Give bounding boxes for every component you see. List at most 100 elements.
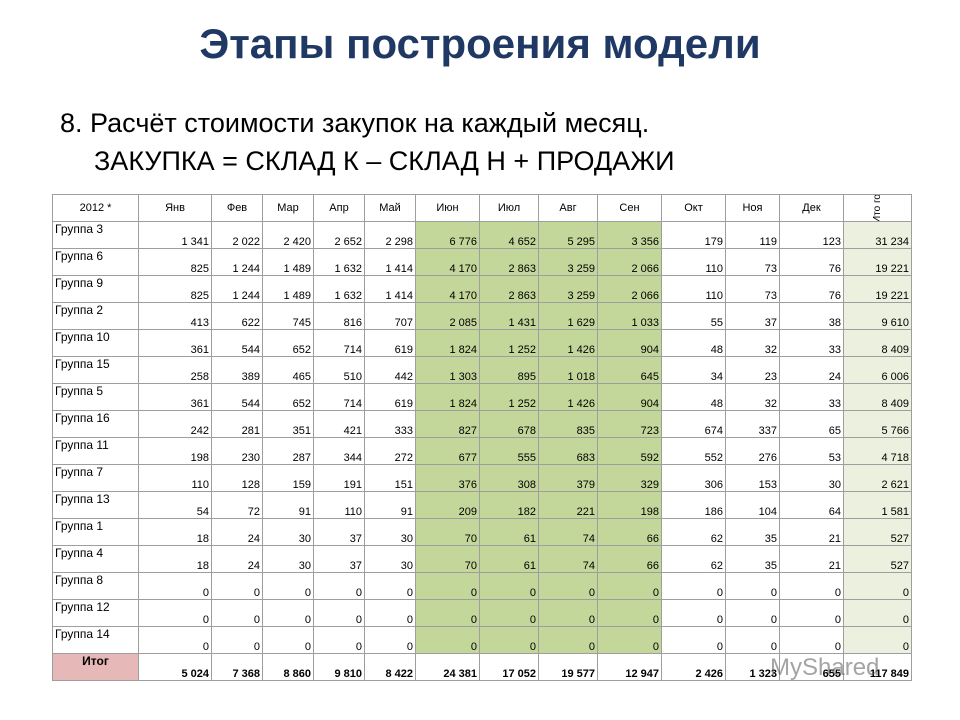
month-value: 76 — [779, 248, 844, 276]
month-value: 1 018 — [538, 356, 598, 384]
month-value: 0 — [364, 626, 416, 654]
month-value: 1 303 — [415, 356, 480, 384]
row-total: 6 006 — [843, 356, 912, 384]
month-value: 1 341 — [138, 221, 212, 249]
month-value: 12 947 — [597, 653, 662, 681]
month-value: 0 — [211, 626, 263, 654]
month-value: 91 — [364, 491, 416, 519]
month-value: 904 — [597, 329, 662, 357]
total-header: Ито го — [843, 194, 912, 222]
month-value: 30 — [262, 545, 314, 573]
subtitle-line-2: ЗАКУПКА = СКЛАД К – СКЛАД Н + ПРОДАЖИ — [94, 146, 675, 176]
month-header: Фев — [211, 194, 263, 222]
month-value: 64 — [779, 491, 844, 519]
month-value: 1 244 — [211, 275, 263, 303]
month-value: 0 — [262, 626, 314, 654]
month-value: 0 — [597, 572, 662, 600]
month-value: 272 — [364, 437, 416, 465]
month-value: 544 — [211, 329, 263, 357]
month-value: 153 — [725, 464, 780, 492]
month-value: 1 632 — [313, 248, 365, 276]
month-value: 48 — [661, 329, 726, 357]
month-value: 33 — [779, 383, 844, 411]
table-row: Группа 11 198 230 287 344 272 677 555 683 592 552 2… — [52, 437, 912, 465]
group-name: Итог — [52, 653, 139, 681]
month-value: 674 — [661, 410, 726, 438]
month-value: 0 — [661, 626, 726, 654]
month-value: 0 — [597, 626, 662, 654]
month-value: 24 — [779, 356, 844, 384]
month-value: 0 — [725, 626, 780, 654]
watermark: MyShared — [770, 654, 880, 681]
month-value: 24 — [211, 545, 263, 573]
month-value: 1 033 — [597, 302, 662, 330]
month-value: 825 — [138, 275, 212, 303]
month-value: 35 — [725, 545, 780, 573]
month-value: 592 — [597, 437, 662, 465]
month-value: 714 — [313, 383, 365, 411]
group-name: Группа 3 — [52, 221, 139, 249]
month-value: 2 066 — [597, 275, 662, 303]
month-value: 0 — [211, 572, 263, 600]
month-header: Июн — [415, 194, 480, 222]
group-name: Группа 5 — [52, 383, 139, 411]
month-value: 1 824 — [415, 329, 480, 357]
row-total: 0 — [843, 572, 912, 600]
month-value: 198 — [597, 491, 662, 519]
month-value: 413 — [138, 302, 212, 330]
month-value: 128 — [211, 464, 263, 492]
month-value: 904 — [597, 383, 662, 411]
month-value: 182 — [479, 491, 539, 519]
month-value: 1 629 — [538, 302, 598, 330]
month-value: 104 — [725, 491, 780, 519]
month-value: 622 — [211, 302, 263, 330]
month-value: 9 810 — [313, 653, 365, 681]
month-value: 151 — [364, 464, 416, 492]
month-value: 745 — [262, 302, 314, 330]
group-name: Группа 16 — [52, 410, 139, 438]
group-name: Группа 11 — [52, 437, 139, 465]
group-name: Группа 9 — [52, 275, 139, 303]
table-row: Группа 1 18 24 30 37 30 70 61 74 66 62 35 21 527 — [52, 518, 912, 546]
month-header: Май — [364, 194, 416, 222]
slide-title: Этапы построения модели — [199, 20, 761, 67]
month-value: 30 — [779, 464, 844, 492]
month-value: 1 414 — [364, 275, 416, 303]
row-total: 9 610 — [843, 302, 912, 330]
month-value: 707 — [364, 302, 416, 330]
month-value: 1 244 — [211, 248, 263, 276]
month-value: 552 — [661, 437, 726, 465]
row-total: 8 409 — [843, 383, 912, 411]
subtitle: 8. Расчёт стоимости закупок на каждый ме… — [60, 104, 675, 180]
row-total: 0 — [843, 599, 912, 627]
month-value: 242 — [138, 410, 212, 438]
month-value: 544 — [211, 383, 263, 411]
month-value: 23 — [725, 356, 780, 384]
month-value: 38 — [779, 302, 844, 330]
table-header-row: 2012 * Янв Фев Мар Апр Май Июн Июл Авг С… — [52, 194, 912, 222]
month-value: 30 — [262, 518, 314, 546]
table-row: Группа 14 0 0 0 0 0 0 0 0 0 0 0 0 0 — [52, 626, 912, 654]
month-value: 825 — [138, 248, 212, 276]
month-value: 361 — [138, 329, 212, 357]
month-value: 186 — [661, 491, 726, 519]
month-value: 110 — [313, 491, 365, 519]
month-value: 0 — [725, 572, 780, 600]
month-value: 17 052 — [479, 653, 539, 681]
month-value: 110 — [661, 275, 726, 303]
month-value: 510 — [313, 356, 365, 384]
month-value: 35 — [725, 518, 780, 546]
month-value: 55 — [661, 302, 726, 330]
month-value: 1 426 — [538, 383, 598, 411]
month-value: 2 066 — [597, 248, 662, 276]
month-value: 0 — [597, 599, 662, 627]
month-value: 0 — [313, 626, 365, 654]
month-value: 179 — [661, 221, 726, 249]
month-value: 198 — [138, 437, 212, 465]
summary-row: Итог 5 024 7 368 8 860 9 810 8 422 24 381 17 05… — [52, 653, 912, 681]
table-row: Группа 5 361 544 652 714 619 1 824 1 252 1 426 90… — [52, 383, 912, 411]
row-total: 19 221 — [843, 275, 912, 303]
group-name: Группа 10 — [52, 329, 139, 357]
row-total: 19 221 — [843, 248, 912, 276]
